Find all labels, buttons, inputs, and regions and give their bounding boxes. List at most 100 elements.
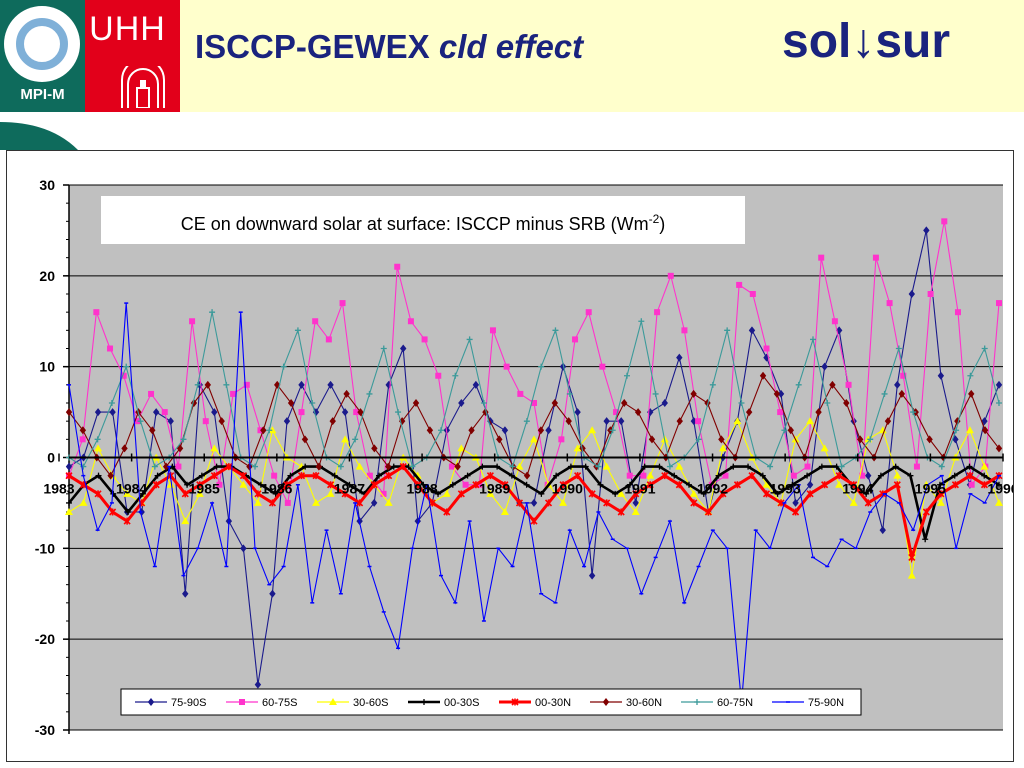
series-60-75N-point [881,390,888,397]
series-60-75S-point [654,309,661,316]
series-00-30S-point [951,472,958,479]
series-00-30S-point [110,490,117,497]
series-00-30N-point [457,490,465,498]
series-75-90S-point [167,417,174,426]
series-00-30S-point [789,481,796,488]
series-60-75S-point [954,309,961,316]
series-60-75S-point [572,336,579,343]
series-00-30N-point [501,481,509,489]
series-00-30N-point [893,481,901,489]
series-75-90S-point [545,426,552,435]
series-60-75S [66,218,1002,506]
series-00-30S-point [376,472,382,479]
series-00-30N-point [544,499,553,507]
series-line-60-75N [68,312,1000,468]
series-60-75N-point [352,436,359,443]
series-60-75N-point [996,400,1002,406]
x-tick-label: 1992 [697,481,728,497]
series-30-60S-point [384,498,393,506]
series-60-75S-point [777,409,784,416]
y-tick-label: -10 [35,540,55,556]
series-00-30S-point [715,472,722,479]
series-30-60N-point [496,435,503,444]
series-60-75S-point [120,372,127,379]
series-30-60S-point [849,498,858,506]
legend-60-75S-point [239,699,245,705]
series-00-30S-point [346,481,353,488]
series-30-60S-point [500,508,509,515]
chart: 30 20 10 0 -10 -20 -30 1983 1984 1985 1986 1987 198… [35,177,1013,738]
series-00-30N-point [559,481,567,489]
series-30-60N-point [968,389,975,398]
series-60-75N-point [252,463,258,470]
series-60-75S-point [531,400,537,406]
series-60-75N-point [123,363,130,370]
series-60-75N-point [867,436,874,443]
series-00-30N-point [632,490,640,498]
series-60-75S-point [626,472,633,479]
series-60-75N-point [266,427,273,434]
series-60-75N-point [981,345,988,352]
series-60-75N-point [466,336,473,343]
series-60-75S-point [585,309,592,316]
series-line-00-30S [67,464,1000,540]
series-30-60S-point [965,426,974,434]
series-00-30S-point [582,463,589,470]
legend-30-60N-point [602,698,610,706]
series-00-30S-point [449,481,456,488]
x-tick-label: 1989 [479,481,510,497]
series-60-75N-point [395,409,402,416]
series-00-30S-point [66,499,72,506]
chart-frame: 30 20 10 0 -10 -20 -30 1983 1984 1985 1986 1987 198… [6,150,1014,762]
legend-label: 00-30S [444,697,479,709]
series-00-30S-point [553,472,560,479]
series-30-60N-point [523,471,531,480]
series-30-60S-point [995,498,1003,506]
series-60-75N-point [209,309,216,316]
series-75-90S-point [923,226,930,235]
chart-title-box [101,196,745,244]
series-30-60S-point [239,480,248,488]
series-00-30S-point [567,463,574,470]
series-00-30N-point [762,490,771,498]
series-60-75S-point [298,409,305,416]
series-00-30N-point [908,553,916,561]
series-00-30S-point [922,536,929,543]
legend-label: 60-75N [717,697,753,709]
series-30-60N-point [371,444,378,453]
header-band: MPI-M UHH ISCCP-GEWEX cld effect sol↓sur [0,0,1024,112]
legend-entry-60-75N: 60-75N [681,697,753,709]
series-60-75S-point [736,281,743,288]
series-75-90S-point [458,399,465,407]
series-30-60S-point [341,435,350,443]
series-00-30S-point [818,463,825,470]
series-00-30N-point [690,499,698,507]
series-75-90S-point [269,589,276,598]
series-30-60S [65,417,1003,579]
series-75-90S-point [777,389,785,398]
series-30-60S-point [181,517,190,525]
series-75-90S-point [806,480,814,489]
series-60-75N-point [509,463,516,470]
series-75-90S-point [821,362,828,371]
series-30-60N-point [981,426,989,435]
x-tick-label: 1986 [261,481,292,497]
series-00-30S-point [730,463,737,470]
series-00-30N-point [980,481,989,489]
series-30-60S-point [806,417,815,425]
series-60-75N-point [94,436,101,443]
series-60-75S-point [503,363,510,370]
series-60-75N-point [781,427,788,434]
series-30-60S-point [907,571,916,579]
series-60-75N-point [666,463,673,470]
series-60-75S-point [968,481,975,488]
series-60-75S-point [353,409,360,416]
y-tick-label: 20 [39,268,55,284]
series-00-30S-point [981,472,988,479]
series-60-75S-point [722,472,729,479]
series-60-75S-point [872,254,879,261]
series-line-75-90N [68,303,1000,703]
series-00-30S-point [435,490,442,497]
series-60-75S-point [859,472,866,479]
series-60-75N-point [409,463,416,470]
